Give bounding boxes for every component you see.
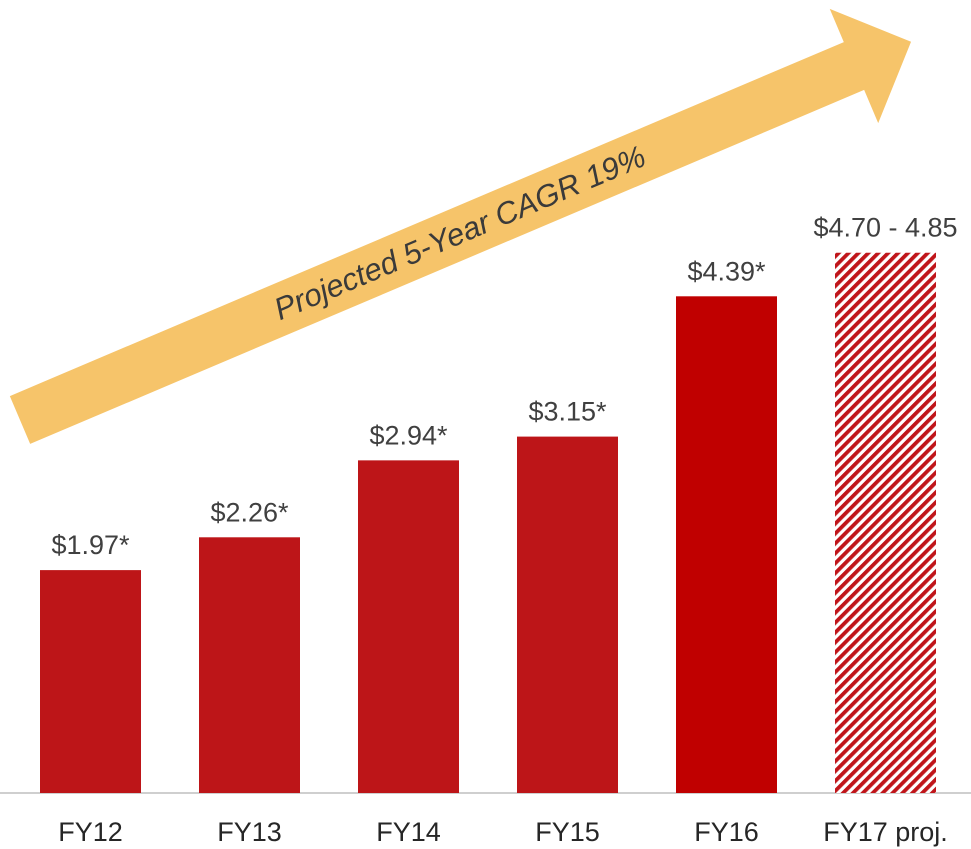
- x-tick-label: FY16: [694, 817, 759, 847]
- x-tick-label: FY15: [535, 817, 600, 847]
- value-label: $3.15*: [528, 397, 607, 427]
- arrow-label: Projected 5-Year CAGR 19%: [269, 139, 651, 327]
- arrow-shape: [9, 8, 912, 444]
- x-tick-label: FY17 proj.: [823, 817, 948, 847]
- bar: [358, 460, 459, 793]
- x-tick-label: FY14: [376, 817, 441, 847]
- x-tick-label: FY12: [58, 817, 123, 847]
- value-label: $4.39*: [687, 256, 766, 286]
- x-tick-label: FY13: [217, 817, 282, 847]
- bar: [40, 570, 141, 793]
- bar: [835, 252, 936, 793]
- bar: [676, 296, 777, 793]
- growth-arrow: Projected 5-Year CAGR 19%: [9, 8, 912, 444]
- bar: [517, 436, 618, 793]
- value-label: $2.94*: [369, 420, 448, 450]
- bar: [199, 537, 300, 793]
- value-label: $4.70 - 4.85: [813, 213, 957, 243]
- value-label: $2.26*: [210, 497, 289, 527]
- value-label: $1.97*: [51, 530, 130, 560]
